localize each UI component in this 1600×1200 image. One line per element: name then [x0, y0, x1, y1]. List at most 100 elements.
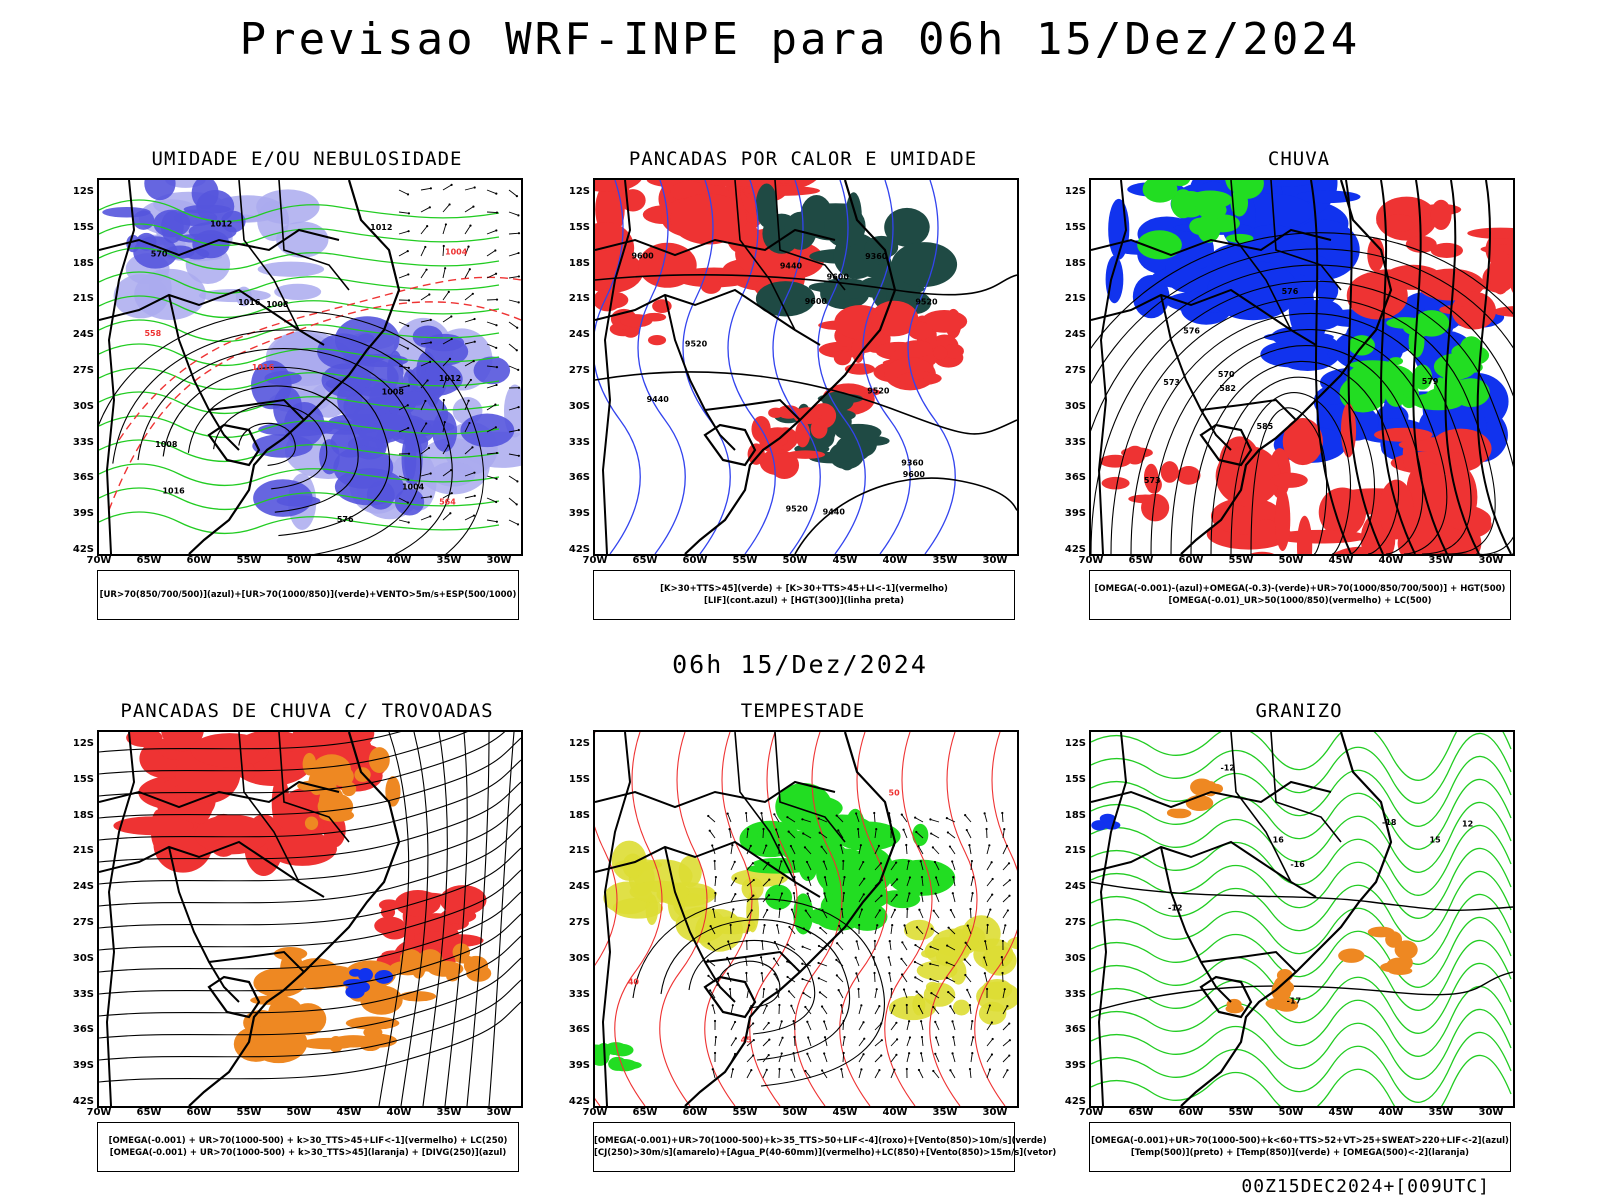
wind-vector — [948, 927, 956, 935]
wind-vector-head — [985, 827, 988, 831]
lif-contour — [595, 180, 641, 554]
longitude-label: 60W — [186, 1107, 212, 1118]
wind-vector — [464, 206, 474, 213]
wind-vector-head — [729, 923, 732, 927]
longitude-label: 70W — [86, 555, 112, 566]
wind-vector — [486, 404, 496, 411]
wind-vector — [890, 1069, 895, 1079]
longitude-label: 40W — [882, 1107, 908, 1118]
longitude-label: 30W — [1478, 555, 1504, 566]
wind-vector — [442, 469, 452, 477]
longitude-label: 70W — [582, 1107, 608, 1118]
legend-line: [OMEGA(-0.001)+UR>70(1000-500)+k<60+TTS>… — [1091, 1136, 1509, 1146]
wind-vector-head — [855, 972, 858, 975]
wind-vector-head — [990, 861, 993, 864]
wind-vector-head — [986, 923, 989, 927]
wind-vector-head — [765, 1068, 768, 1071]
humidity-contour — [99, 391, 500, 415]
wind-vector-head — [842, 1051, 845, 1055]
wind-vector-head — [495, 383, 498, 387]
wind-vector — [420, 206, 431, 213]
latitude-label: 21S — [568, 293, 590, 305]
contour-label: -17 — [1287, 997, 1301, 1006]
wind-vector-head — [968, 844, 971, 847]
hgt-contour — [1170, 344, 1424, 554]
wind-vector — [931, 928, 940, 935]
wind-vector — [793, 1021, 796, 1031]
wind-vector — [709, 990, 716, 999]
longitude-label: 55W — [236, 1107, 262, 1118]
streamline — [99, 737, 521, 819]
wind-vector — [746, 925, 750, 935]
wind-vector — [952, 893, 956, 903]
wind-vector — [820, 927, 828, 935]
wind-vector-head — [880, 1039, 883, 1042]
longitude-label: 65W — [632, 555, 658, 566]
wind-vector-head — [878, 909, 881, 912]
border-line — [1200, 398, 1297, 421]
wind-vector — [1002, 910, 1009, 919]
uruguay-outline — [703, 423, 757, 467]
wind-vector-head — [516, 480, 519, 483]
wind-vector-head — [517, 275, 520, 278]
wind-vector-head — [734, 877, 737, 880]
wind-vector-head — [429, 515, 432, 518]
wind-vector — [420, 496, 431, 499]
wind-vector-head — [902, 828, 905, 831]
wind-vector — [745, 972, 748, 983]
streamline — [99, 732, 401, 753]
contour-label: 15 — [1430, 836, 1442, 845]
humidity-contour — [99, 487, 500, 511]
longitude-label: 45W — [336, 1107, 362, 1118]
wind-vector-head — [929, 962, 932, 965]
wind-vector-head — [835, 958, 838, 962]
border-line — [1097, 180, 1128, 554]
coastline — [1180, 732, 1393, 1106]
wind-vector-head — [895, 1038, 899, 1041]
humidity-contour — [99, 271, 500, 295]
wind-vector-head — [807, 1036, 810, 1039]
wind-vector — [464, 472, 475, 477]
wind-vector — [807, 1037, 812, 1047]
wind-vector-head — [951, 892, 954, 895]
border-line — [99, 228, 340, 257]
hgt-contour — [794, 477, 1017, 554]
wind-vector-head — [768, 1038, 771, 1041]
latitude-label: 39S — [72, 1060, 94, 1072]
wind-vector — [824, 893, 828, 903]
wind-vector-head — [873, 811, 876, 815]
wind-vector-head — [838, 924, 841, 927]
wind-vector — [805, 1006, 812, 1015]
hgt-contour — [1250, 407, 1328, 554]
wind-vector — [969, 1005, 972, 1015]
wind-vector-head — [775, 828, 778, 831]
longitude-label: 35W — [932, 1107, 958, 1118]
wind-vector — [932, 1006, 940, 1015]
wind-vector-head — [473, 471, 476, 474]
wind-vector — [762, 828, 764, 839]
longitude-label: 55W — [1228, 1107, 1254, 1118]
wind-vector-head — [752, 1038, 755, 1042]
humidity-contour — [99, 223, 500, 247]
latitude-label: 30S — [568, 400, 590, 412]
wind-vector-head — [790, 908, 793, 911]
wind-vector-head — [450, 492, 453, 495]
wind-vector — [986, 878, 993, 887]
wind-vector — [464, 293, 474, 301]
wind-vector-head — [793, 1035, 796, 1039]
wind-vector — [874, 1069, 880, 1079]
run-footer: 00Z15DEC2024+[009UTC] — [1241, 1176, 1490, 1197]
latitude-label: 21S — [1064, 293, 1086, 305]
wind-vector — [804, 847, 812, 855]
longitude-label: 65W — [1128, 1107, 1154, 1118]
wind-vector-head — [945, 817, 948, 820]
wind-vector — [823, 861, 828, 871]
wind-vector — [1002, 863, 1010, 871]
wind-vector-head — [760, 971, 763, 975]
wind-vector-head — [775, 988, 778, 991]
wind-vector-head — [473, 494, 476, 497]
lc-contour — [1412, 180, 1448, 554]
wind-vector — [986, 862, 993, 871]
wind-vector-head — [709, 925, 712, 928]
wind-vector-head — [934, 876, 938, 879]
